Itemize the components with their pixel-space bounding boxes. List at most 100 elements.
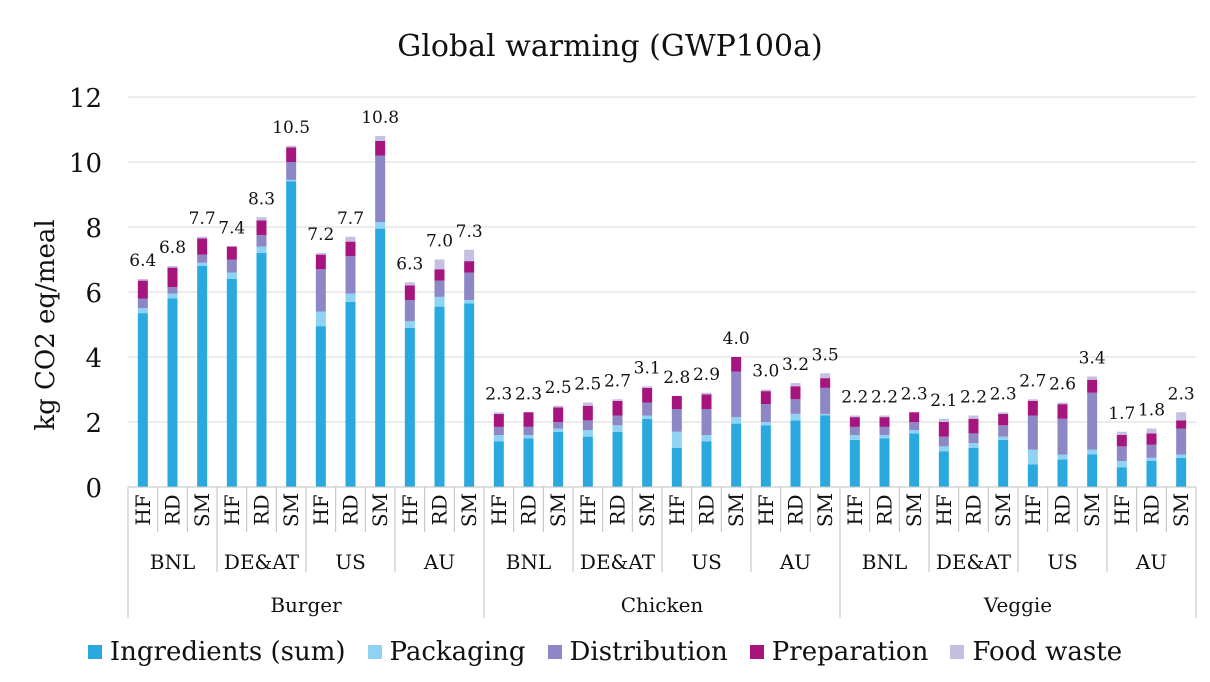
y-tick-label: 8: [85, 214, 102, 244]
bar-segment: [998, 425, 1009, 437]
bar-segment: [582, 405, 593, 421]
x-tick-label: SM: [813, 493, 837, 527]
bar-segment: [879, 438, 890, 487]
bar-segment: [790, 413, 801, 421]
bars: [137, 136, 1187, 487]
bar-segment: [197, 262, 208, 266]
bar-segment: [1027, 400, 1038, 416]
x-tick-label: RD: [695, 494, 719, 525]
subgroup-label: DE&AT: [580, 550, 656, 574]
data-label: 6.4: [129, 251, 156, 271]
x-axis: HF RD SM HF RD SM HF RD SM HF RD SM HF RD SM HF RD SM HF RD…: [127, 486, 1197, 618]
bar-segment: [197, 238, 208, 255]
bar-segment: [998, 436, 1009, 440]
legend-item: Food waste: [950, 637, 1122, 667]
legend-item: Distribution: [547, 637, 728, 667]
data-label: 2.1: [930, 391, 957, 411]
gridlines: [128, 96, 1196, 423]
bar-segment: [1176, 412, 1187, 421]
data-label: 2.7: [604, 371, 631, 391]
data-label: 4.0: [723, 329, 750, 349]
bar-segment: [375, 222, 386, 229]
bar-segment: [1057, 404, 1068, 419]
data-label: 10.8: [361, 108, 399, 128]
group-label: Burger: [270, 593, 342, 617]
bar-segment: [909, 422, 920, 431]
data-label: 3.0: [752, 362, 779, 382]
bar-segment: [790, 383, 801, 387]
bar-segment: [642, 415, 653, 419]
x-tick-label: RD: [1051, 494, 1075, 525]
y-tick-label: 0: [85, 474, 102, 504]
bar-segment: [1087, 376, 1098, 380]
bar-segment: [137, 279, 148, 281]
bar-segment: [226, 272, 237, 279]
bar-segment: [731, 371, 742, 418]
bar-segment: [523, 412, 534, 427]
bar-segment: [553, 405, 564, 408]
bar-segment: [464, 300, 475, 304]
bar-segment: [493, 435, 504, 442]
bar-segment: [849, 417, 860, 427]
bar-segment: [701, 392, 712, 395]
x-tick-label: RD: [339, 494, 363, 525]
bar-segment: [315, 311, 326, 327]
bar-segment: [404, 285, 415, 301]
subgroup-label: AU: [779, 550, 811, 574]
bar-segment: [167, 287, 178, 294]
bar-segment: [256, 246, 267, 253]
bar-segment: [464, 272, 475, 301]
bar-segment: [760, 422, 771, 426]
bar-segment: [1176, 428, 1187, 455]
bar-segment: [1116, 467, 1127, 487]
bar-segment: [582, 420, 593, 431]
bar-segment: [167, 298, 178, 487]
x-tick-label: HF: [220, 494, 244, 525]
bar-segment: [849, 439, 860, 487]
data-label: 7.3: [456, 222, 483, 242]
bar-segment: [879, 415, 890, 418]
bar-segment: [256, 235, 267, 247]
data-label: 7.7: [189, 209, 216, 229]
data-label: 8.3: [248, 189, 275, 209]
bar-segment: [345, 236, 356, 242]
bar-segment: [493, 412, 504, 414]
bar-segment: [434, 259, 445, 270]
bar-segment: [820, 387, 831, 414]
subgroup-label: US: [691, 550, 722, 574]
x-tick-label: SM: [635, 493, 659, 527]
subgroup-label: AU: [423, 550, 455, 574]
x-tick-label: HF: [487, 494, 511, 525]
bar-segment: [256, 217, 267, 221]
bar-segment: [1116, 446, 1127, 461]
bar-segment: [909, 430, 920, 434]
bar-segment: [464, 261, 475, 273]
bar-segment: [760, 425, 771, 487]
bar-segment: [1057, 454, 1068, 460]
bar-segment: [1176, 454, 1187, 458]
bar-segment: [909, 412, 920, 422]
x-tick-label: SM: [1169, 493, 1193, 527]
bar-segment: [1176, 457, 1187, 487]
bar-segment: [404, 282, 415, 286]
data-label: 2.7: [1019, 371, 1046, 391]
legend-label: Ingredients (sum): [109, 637, 346, 667]
bar-segment: [286, 181, 297, 487]
bar-segment: [523, 438, 534, 487]
bar-segment: [1116, 461, 1127, 468]
bar-segment: [849, 415, 860, 418]
data-label: 2.3: [990, 384, 1017, 404]
bar-segment: [345, 256, 356, 294]
bar-segment: [820, 373, 831, 379]
bar-segment: [1057, 402, 1068, 405]
x-tick-label: HF: [754, 494, 778, 525]
bar-segment: [1087, 379, 1098, 393]
bar-segment: [1146, 444, 1157, 458]
bar-segment: [375, 155, 386, 223]
bar-segment: [938, 418, 949, 422]
bar-segment: [968, 448, 979, 487]
bar-segment: [553, 407, 564, 422]
legend-item: Preparation: [749, 637, 928, 667]
bar-segment: [938, 446, 949, 452]
